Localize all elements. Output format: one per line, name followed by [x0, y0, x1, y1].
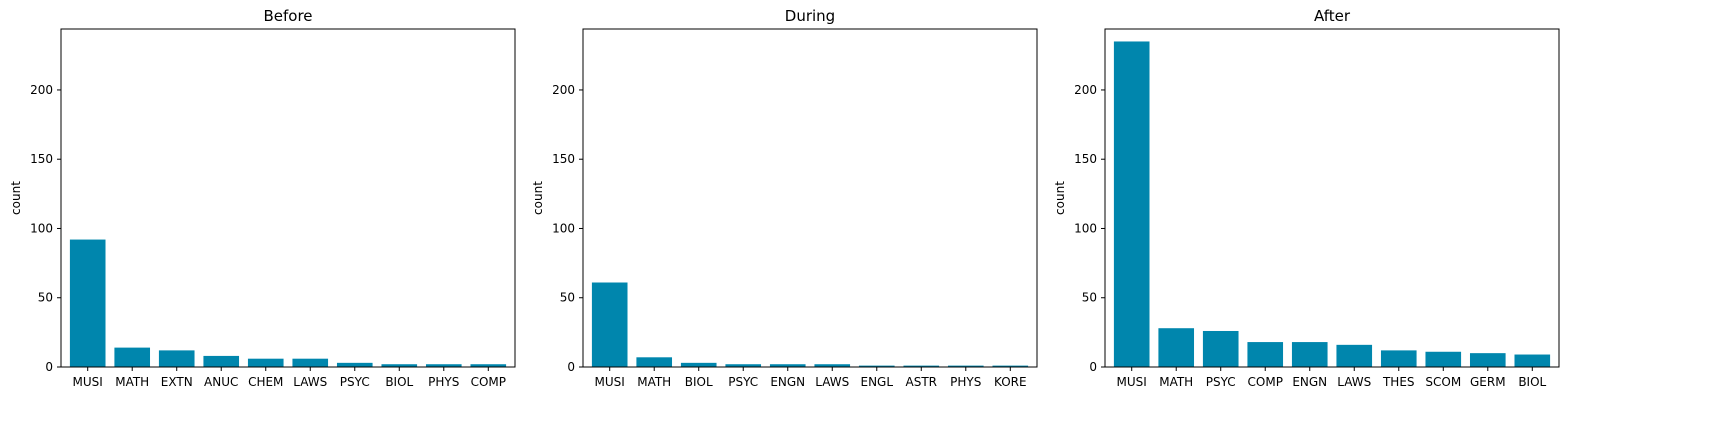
x-tick-label: ENGL — [860, 375, 893, 389]
x-tick-label: KORE — [994, 375, 1027, 389]
x-tick-label: COMP — [1248, 375, 1283, 389]
bar-musi — [591, 282, 628, 367]
x-tick-label: MATH — [637, 375, 671, 389]
bar-biol — [1514, 354, 1551, 367]
bar-comp — [470, 364, 507, 367]
bar-phys — [947, 365, 984, 367]
y-tick-label: 50 — [38, 291, 53, 305]
x-tick-label: ENGN — [1292, 375, 1327, 389]
bar-extn — [158, 350, 195, 367]
bar-thes — [1380, 350, 1417, 367]
axes-frame — [60, 28, 516, 368]
bar-laws — [1336, 344, 1373, 367]
y-tick-label: 150 — [552, 152, 575, 166]
x-tick-label: EXTN — [161, 375, 193, 389]
y-tick-label: 100 — [552, 221, 575, 235]
y-tick-label: 200 — [552, 83, 575, 97]
x-tick-label: BIOL — [1518, 375, 1546, 389]
x-tick-label: MATH — [115, 375, 149, 389]
x-tick-label: LAWS — [815, 375, 849, 389]
bar-math — [114, 347, 151, 367]
x-tick-label: LAWS — [1337, 375, 1371, 389]
bar-musi — [1113, 41, 1150, 367]
bar-psyc — [336, 362, 373, 367]
bar-musi — [69, 239, 106, 367]
x-tick-label: BIOL — [685, 375, 713, 389]
bar-psyc — [1202, 330, 1239, 367]
chart-title: During — [785, 7, 835, 25]
x-tick-label: COMP — [471, 375, 506, 389]
y-tick-label: 100 — [1074, 221, 1097, 235]
bar-astr — [903, 365, 940, 367]
y-tick-label: 0 — [45, 360, 53, 374]
axes-frame — [1104, 28, 1560, 368]
x-tick-label: PSYC — [1206, 375, 1236, 389]
x-tick-label: PSYC — [728, 375, 758, 389]
chart-title: After — [1314, 7, 1351, 25]
y-axis-label: count — [1053, 181, 1067, 215]
y-tick-label: 50 — [1082, 291, 1097, 305]
y-tick-label: 100 — [30, 221, 53, 235]
x-tick-label: MUSI — [595, 375, 625, 389]
bar-scom — [1425, 351, 1462, 367]
y-axis-label: count — [9, 181, 23, 215]
bar-germ — [1469, 353, 1506, 367]
y-tick-label: 200 — [1074, 83, 1097, 97]
x-tick-label: ANUC — [204, 375, 238, 389]
x-tick-label: SCOM — [1425, 375, 1461, 389]
x-tick-label: MUSI — [73, 375, 103, 389]
bar-laws — [814, 364, 851, 367]
y-tick-label: 200 — [30, 83, 53, 97]
bar-biol — [680, 362, 717, 367]
bar-biol — [381, 364, 418, 367]
x-tick-label: BIOL — [385, 375, 413, 389]
bar-chem — [247, 358, 284, 367]
y-tick-label: 0 — [567, 360, 575, 374]
bar-math — [636, 357, 673, 367]
x-tick-label: CHEM — [248, 375, 283, 389]
bar-engn — [1291, 342, 1328, 367]
bar-anuc — [203, 355, 240, 367]
x-tick-label: ASTR — [906, 375, 938, 389]
y-tick-label: 50 — [560, 291, 575, 305]
bar-math — [1158, 328, 1195, 367]
x-tick-label: PSYC — [340, 375, 370, 389]
chart-title: Before — [263, 7, 312, 25]
axes-frame — [582, 28, 1038, 368]
y-tick-label: 150 — [30, 152, 53, 166]
x-tick-label: MUSI — [1117, 375, 1147, 389]
x-tick-label: THES — [1382, 375, 1415, 389]
bar-kore — [992, 365, 1029, 367]
x-tick-label: ENGN — [770, 375, 805, 389]
x-tick-label: PHYS — [428, 375, 459, 389]
bar-engn — [769, 364, 806, 367]
bar-laws — [292, 358, 329, 367]
x-tick-label: GERM — [1470, 375, 1506, 389]
y-tick-label: 150 — [1074, 152, 1097, 166]
bar-psyc — [725, 364, 762, 367]
x-tick-label: MATH — [1159, 375, 1193, 389]
y-tick-label: 0 — [1089, 360, 1097, 374]
x-tick-label: LAWS — [293, 375, 327, 389]
bar-engl — [858, 365, 895, 367]
y-axis-label: count — [531, 181, 545, 215]
x-tick-label: PHYS — [950, 375, 981, 389]
bar-comp — [1247, 342, 1284, 367]
bar-phys — [425, 364, 462, 367]
